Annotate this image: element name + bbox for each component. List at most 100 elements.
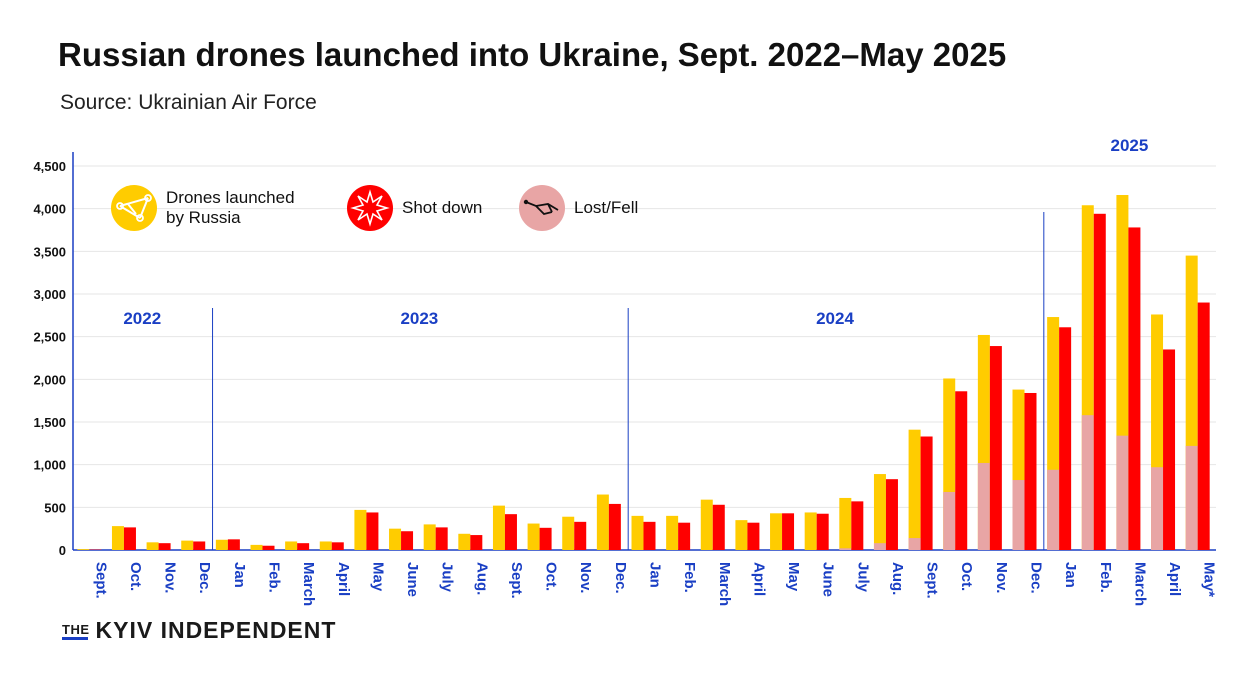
y-tick-label: 2,500: [33, 330, 66, 345]
x-tick-label: Dec.: [1028, 562, 1045, 594]
bar-launched: [839, 497, 852, 550]
bar-lost: [1081, 415, 1094, 550]
bar-lost: [1047, 469, 1060, 550]
bar-shot-down: [816, 513, 829, 550]
year-label: 2022: [123, 309, 161, 328]
legend-lost: Lost/Fell: [518, 184, 638, 232]
bar-launched: [111, 526, 124, 550]
bar-lost: [839, 548, 852, 550]
bar-launched: [354, 509, 367, 550]
bar-shot-down: [1197, 302, 1210, 550]
x-tick-label: Sept.: [924, 562, 941, 599]
year-label: 2024: [816, 309, 854, 328]
legend-shot-down: Shot down: [346, 184, 482, 232]
x-tick-label: June: [820, 562, 837, 597]
x-tick-label: May: [785, 562, 802, 592]
bar-shot-down: [851, 501, 864, 550]
bar-shot-down: [262, 545, 275, 550]
x-tick-label: May: [369, 562, 386, 592]
brand-underline: [62, 637, 88, 640]
bar-launched: [666, 515, 679, 550]
bar-shot-down: [1024, 392, 1037, 550]
bar-launched: [77, 549, 90, 550]
x-tick-label: Jan: [647, 562, 664, 588]
bar-shot-down: [643, 521, 656, 550]
bar-launched: [319, 541, 332, 550]
bar-launched: [527, 523, 540, 550]
y-tick-label: 3,000: [33, 287, 66, 302]
x-tick-label: May*: [1201, 562, 1218, 597]
bar-launched: [146, 542, 159, 550]
bar-launched: [804, 512, 817, 550]
x-tick-label: March: [300, 562, 317, 606]
bar-shot-down: [401, 531, 414, 550]
bar-shot-down: [539, 527, 552, 550]
x-tick-label: Oct.: [958, 562, 975, 591]
bar-lost: [873, 543, 886, 550]
x-tick-label: April: [1166, 562, 1183, 596]
x-tick-label: Jan: [1062, 562, 1079, 588]
legend-launched: Drones launched by Russia: [110, 184, 295, 232]
x-tick-label: Sept.: [92, 562, 109, 599]
bar-shot-down: [955, 391, 968, 550]
y-tick-label: 500: [44, 500, 66, 515]
bar-lost: [1012, 480, 1025, 550]
falling-drone-icon: [518, 184, 566, 232]
legend-launched-line1: Drones launched: [166, 188, 295, 207]
bar-shot-down: [920, 436, 933, 550]
bar-shot-down: [1128, 227, 1141, 550]
bar-launched: [389, 528, 402, 550]
bar-launched: [700, 499, 713, 550]
x-tick-label: Dec.: [612, 562, 629, 594]
x-tick-label: April: [750, 562, 767, 596]
bar-shot-down: [678, 522, 691, 550]
bar-launched: [423, 524, 436, 550]
bar-shot-down: [782, 513, 795, 550]
x-tick-label: Nov.: [577, 562, 594, 593]
bar-shot-down: [158, 543, 171, 550]
x-tick-label: Jan: [231, 562, 248, 588]
bar-shot-down: [331, 542, 344, 550]
x-tick-label: April: [335, 562, 352, 596]
bar-shot-down: [193, 541, 206, 550]
bar-shot-down: [712, 504, 725, 550]
x-tick-label: June: [404, 562, 421, 597]
bar-lost: [977, 462, 990, 550]
x-tick-label: Dec.: [196, 562, 213, 594]
x-tick-label: July: [854, 562, 871, 593]
bar-launched: [250, 544, 263, 550]
bar-launched: [215, 539, 228, 550]
brand-the: THE: [62, 622, 90, 637]
x-tick-label: Oct.: [127, 562, 144, 591]
x-tick-label: Feb.: [1097, 562, 1114, 593]
chart-title: Russian drones launched into Ukraine, Se…: [58, 36, 1007, 73]
bar-shot-down: [989, 346, 1002, 550]
bar-lost: [908, 538, 921, 550]
bar-shot-down: [885, 479, 898, 550]
x-tick-label: Feb.: [266, 562, 283, 593]
x-tick-label: Oct.: [543, 562, 560, 591]
y-tick-label: 4,000: [33, 202, 66, 217]
bar-launched: [770, 513, 783, 550]
bar-launched: [285, 541, 298, 550]
bar-launched: [735, 520, 748, 550]
year-label: 2025: [1110, 136, 1148, 155]
bar-launched: [908, 429, 921, 550]
bar-shot-down: [1163, 349, 1176, 550]
x-tick-label: Nov.: [162, 562, 179, 593]
y-tick-label: 0: [59, 543, 66, 558]
x-tick-label: Feb.: [681, 562, 698, 593]
y-tick-label: 2,000: [33, 372, 66, 387]
bar-lost: [1116, 435, 1129, 550]
legend-launched-line2: by Russia: [166, 208, 241, 227]
year-label: 2023: [400, 309, 438, 328]
bar-launched: [562, 516, 575, 550]
x-tick-label: Sept.: [508, 562, 525, 599]
bar-launched: [873, 474, 886, 550]
x-tick-label: Nov.: [993, 562, 1010, 593]
y-tick-label: 3,500: [33, 244, 66, 259]
bar-lost: [1151, 467, 1164, 550]
bar-lost: [943, 491, 956, 550]
bar-launched: [458, 533, 471, 550]
